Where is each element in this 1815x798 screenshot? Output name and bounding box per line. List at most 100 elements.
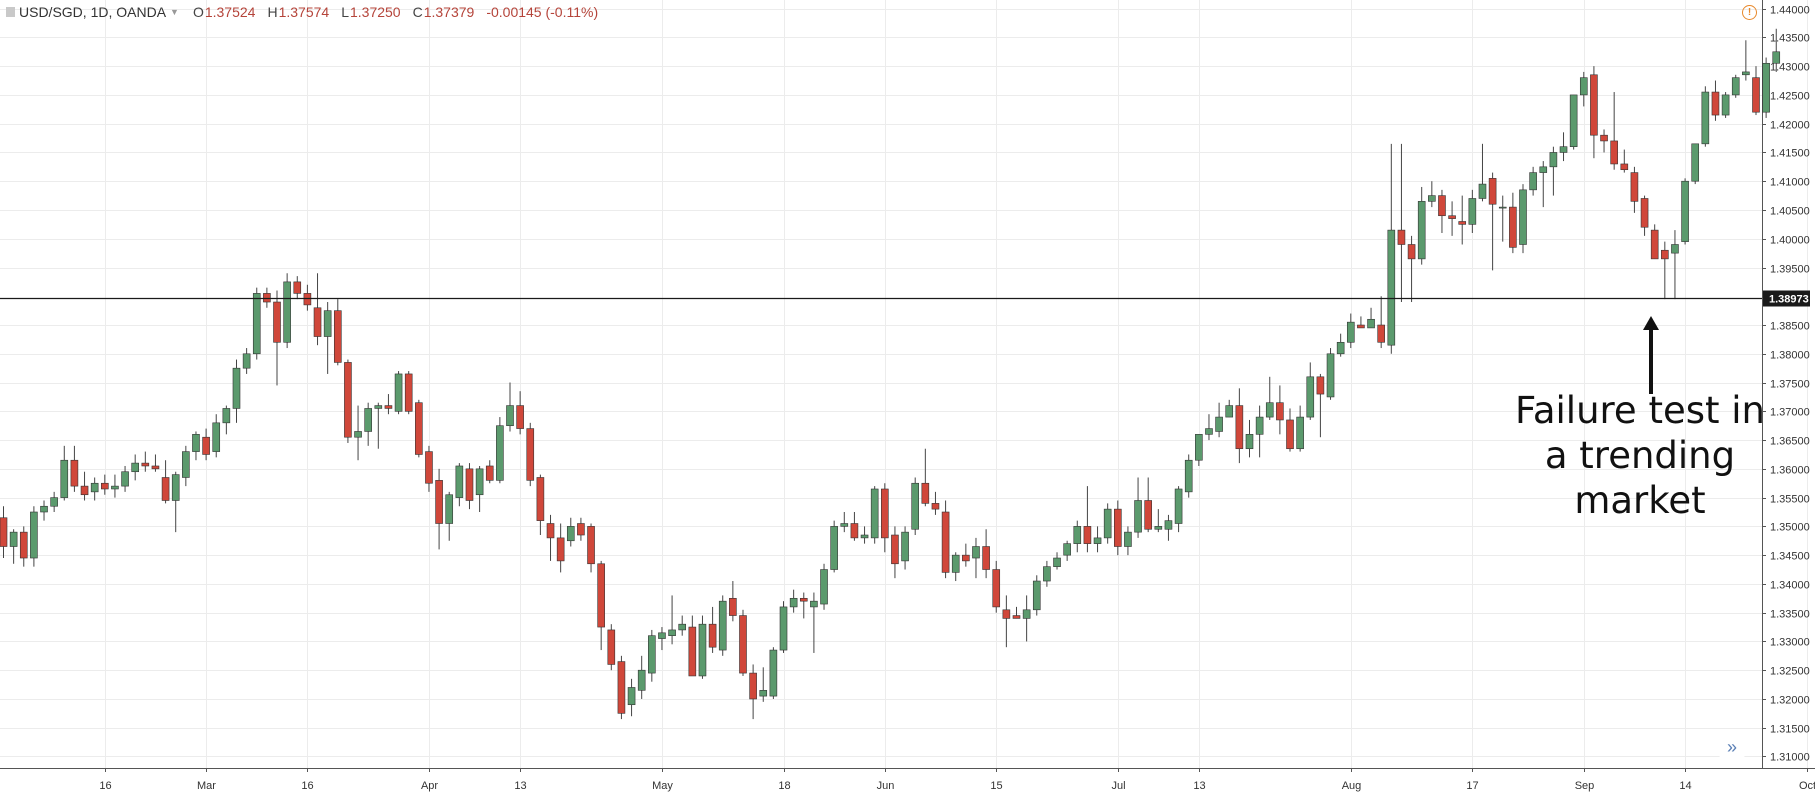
candle-body-down (1640, 198, 1649, 228)
x-tick-label: 18 (778, 780, 790, 792)
candle (1438, 189, 1446, 233)
candle (1134, 477, 1142, 538)
candle-body-down (526, 428, 535, 481)
candle (1225, 399, 1234, 418)
candle-body-down (293, 281, 302, 294)
candle-body-up (445, 494, 454, 524)
candle (1772, 28, 1781, 72)
chevron-down-icon[interactable]: ▼ (170, 7, 179, 17)
candle (1681, 178, 1689, 245)
candle-body-up (1539, 166, 1548, 173)
candle-body-down (1488, 178, 1497, 205)
candle-body-up (668, 629, 676, 636)
candle (212, 414, 221, 458)
candle (1600, 129, 1608, 153)
price-tag (1763, 290, 1810, 307)
grid (0, 0, 1808, 768)
candle-body-up (283, 281, 291, 343)
candle-body-down (1458, 221, 1467, 225)
candle (931, 491, 940, 515)
candle (1590, 66, 1598, 159)
candle (313, 273, 322, 346)
candle (1093, 526, 1102, 553)
candle (384, 394, 393, 415)
candle (516, 391, 524, 435)
candle (141, 451, 150, 472)
candle-body-up (789, 597, 798, 608)
candle (1367, 307, 1375, 329)
candle-body-down (263, 293, 271, 303)
y-tick-label: 1.32500 (1770, 666, 1810, 678)
candle-body-up (1225, 405, 1234, 418)
candle (1397, 143, 1406, 303)
candle (161, 460, 170, 504)
candle-body-up (769, 649, 778, 697)
candle-body-down (273, 301, 281, 343)
candle (1610, 92, 1618, 170)
candle (840, 512, 849, 533)
candle (455, 463, 464, 507)
candle (303, 284, 312, 311)
candle (1701, 86, 1710, 147)
candle (1509, 192, 1517, 254)
candle-body-up (1215, 416, 1223, 432)
candle (1032, 575, 1041, 616)
candle (1336, 333, 1345, 357)
candle-body-up (1701, 91, 1710, 145)
high-label: H (267, 4, 278, 20)
warning-icon[interactable]: ! (1742, 5, 1757, 20)
candle (1387, 143, 1396, 354)
low-label: L (341, 4, 349, 20)
candle (1428, 181, 1436, 208)
candle-body-down (1316, 376, 1325, 395)
candle-body-up (1579, 77, 1588, 96)
candle-body-up (171, 474, 180, 501)
candle (425, 445, 433, 492)
y-tick-label: 1.38500 (1770, 321, 1810, 333)
candle-body-up (1174, 488, 1183, 524)
x-tick-label: 15 (990, 780, 1002, 792)
candle (121, 465, 129, 492)
candle (789, 589, 798, 613)
candle (1478, 143, 1487, 202)
candle-body-up (1093, 537, 1102, 544)
candle (496, 417, 504, 484)
y-tick-label: 1.42000 (1770, 120, 1810, 132)
candle-body-up (1336, 341, 1345, 355)
candle (992, 560, 1001, 613)
candle-body-up (1043, 566, 1051, 582)
candle-body-up (1721, 94, 1730, 116)
candle-body-down (1144, 500, 1152, 530)
x-tick-label: 14 (1679, 780, 1691, 792)
candle-body-down (415, 402, 423, 455)
candle-body-up (222, 408, 231, 424)
candle (1235, 388, 1244, 464)
candle (1063, 540, 1071, 561)
candle-body-up (374, 405, 383, 409)
scroll-to-realtime-button[interactable]: » (1716, 736, 1748, 760)
candle-body-down (799, 597, 808, 602)
candle (232, 359, 241, 423)
candle-body-down (313, 307, 322, 337)
candle-body-down (891, 534, 899, 565)
y-tick-label: 1.37500 (1770, 379, 1810, 391)
candle-body-down (739, 615, 747, 674)
y-tick-label: 1.34500 (1770, 551, 1810, 563)
candle (1448, 201, 1456, 236)
symbol-label[interactable]: USD/SGD, 1D, OANDA (19, 4, 167, 20)
candle-body-up (242, 353, 251, 369)
horizontal-level-group: 1.38973 (0, 290, 1810, 394)
candle-body-down (688, 626, 697, 677)
candle-body-down (1650, 229, 1659, 260)
candle-body-down (1286, 419, 1294, 450)
candle-body-down (607, 629, 616, 665)
candle (526, 422, 535, 487)
x-tick-label: 16 (99, 780, 111, 792)
candle-body-down (384, 405, 393, 409)
y-tick-label: 1.39500 (1770, 264, 1810, 276)
candle (1215, 402, 1223, 438)
candle (1012, 606, 1021, 619)
y-tick-label: 1.33500 (1770, 609, 1810, 621)
candle (860, 526, 869, 544)
